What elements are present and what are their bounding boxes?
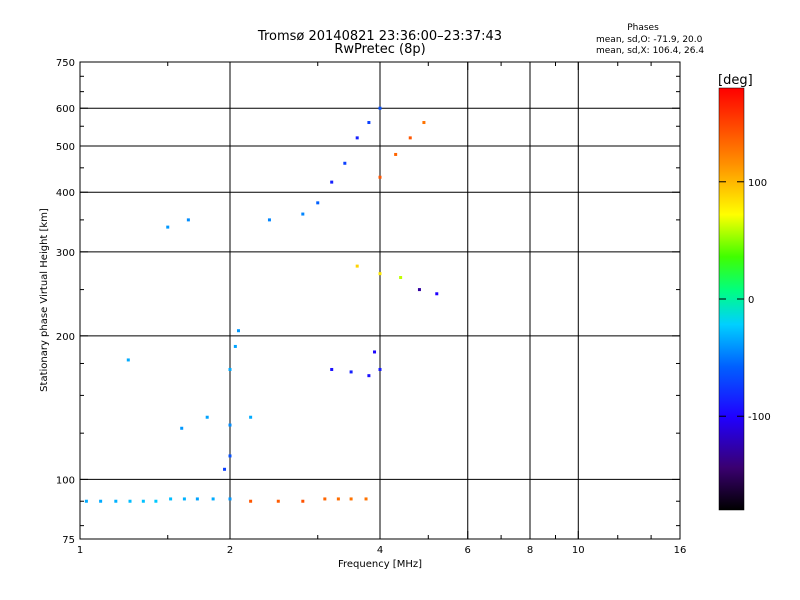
data-point	[141, 499, 145, 503]
y-tick-label: 400	[56, 188, 75, 199]
data-point	[84, 499, 88, 503]
data-point	[373, 350, 377, 354]
data-point	[367, 121, 371, 125]
colorbar-tick-label: -100	[748, 412, 771, 423]
data-point	[228, 454, 232, 458]
data-point	[336, 497, 340, 501]
data-point	[195, 497, 199, 501]
data-point	[435, 292, 439, 296]
data-points	[84, 106, 439, 503]
colorbar-tick-label: 100	[748, 178, 767, 189]
data-point	[211, 497, 215, 501]
x-tick-label: 4	[377, 545, 383, 556]
data-point	[205, 415, 209, 419]
x-axis-label: Frequency [MHz]	[338, 559, 422, 570]
data-point	[349, 497, 353, 501]
data-point	[301, 499, 305, 503]
data-point	[267, 218, 271, 222]
stats-heading: Phases	[627, 23, 659, 33]
data-point	[349, 370, 353, 374]
data-point	[128, 499, 132, 503]
data-point	[378, 367, 382, 371]
stats-o-mode: mean, sd,O: -71.9, 20.0	[596, 35, 703, 45]
data-point	[323, 497, 327, 501]
chart-subtitle: RwPretec (8p)	[334, 42, 425, 57]
y-tick-label: 100	[56, 475, 75, 486]
data-point	[276, 499, 280, 503]
data-point	[355, 264, 359, 268]
data-point	[422, 121, 426, 125]
data-point	[154, 499, 158, 503]
data-point	[378, 106, 382, 110]
data-point	[399, 276, 403, 280]
x-tick-label: 8	[527, 545, 533, 556]
data-point	[99, 499, 103, 503]
data-point	[223, 467, 227, 471]
axis-ticks: 1 2 4 6 8 10 16 75 100 200 300 400 500 600 750	[56, 58, 686, 556]
data-point	[228, 497, 232, 501]
x-tick-label: 6	[465, 545, 471, 556]
data-point	[182, 497, 186, 501]
data-point	[367, 374, 371, 378]
data-point	[114, 499, 118, 503]
y-tick-label: 750	[56, 58, 75, 69]
data-point	[355, 136, 359, 140]
y-tick-label: 600	[56, 104, 75, 115]
data-point	[316, 201, 320, 205]
data-point	[228, 423, 232, 427]
data-point	[169, 497, 173, 501]
data-point	[228, 367, 232, 371]
stats-x-mode: mean, sd,X: 106.4, 26.4	[596, 46, 704, 56]
y-tick-label: 200	[56, 332, 75, 343]
data-point	[249, 415, 253, 419]
grid-lines	[80, 62, 680, 539]
data-point	[249, 499, 253, 503]
data-point	[378, 175, 382, 179]
y-tick-label: 300	[56, 248, 75, 259]
data-point	[408, 136, 412, 140]
x-tick-label: 1	[77, 545, 83, 556]
x-tick-label: 16	[674, 545, 687, 556]
data-point	[330, 367, 334, 371]
colorbar-ticks: 100 0 -100	[719, 178, 771, 423]
x-tick-label: 2	[227, 545, 233, 556]
data-point	[301, 212, 305, 216]
y-tick-label: 500	[56, 142, 75, 153]
colorbar-tick-label: 0	[748, 295, 754, 306]
data-point	[343, 161, 347, 165]
data-point	[166, 225, 170, 229]
data-point	[186, 218, 190, 222]
data-point	[417, 288, 421, 292]
data-point	[180, 426, 184, 430]
data-point	[394, 152, 398, 156]
x-tick-label: 10	[572, 545, 585, 556]
data-point	[236, 329, 240, 333]
data-point	[378, 272, 382, 276]
colorbar-label: [deg]	[718, 73, 753, 88]
chart-title: Tromsø 20140821 23:36:00–23:37:43	[257, 29, 502, 44]
y-axis-label: Stationary phase Virtual Height [km]	[39, 208, 50, 392]
data-point	[364, 497, 368, 501]
data-point	[330, 180, 334, 184]
data-point	[233, 344, 237, 348]
y-tick-label: 75	[62, 535, 75, 546]
data-point	[126, 358, 130, 362]
